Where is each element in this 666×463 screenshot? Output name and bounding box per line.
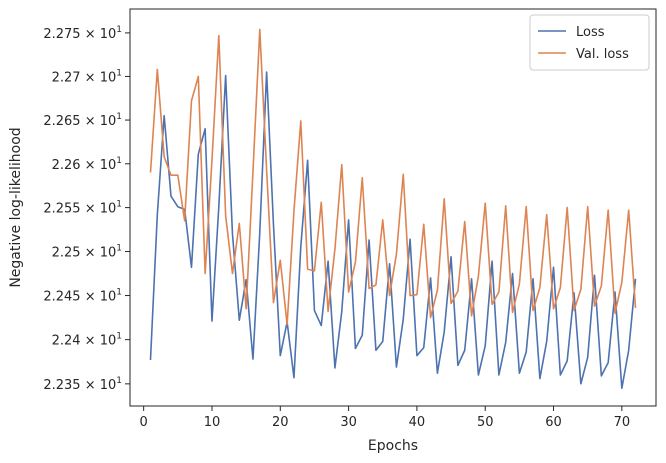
x-tick-label: 10 [204,415,221,430]
y-tick-label: 2.245 × 101 [43,288,122,305]
x-axis-label: Epochs [368,438,418,454]
y-tick-label: 2.26 × 101 [52,156,122,173]
y-axis-ticks: 2.235 × 101 2.24 × 101 2.245 × 101 2.25 × 1… [43,25,130,393]
y-tick-label: 2.235 × 101 [43,376,122,393]
x-axis-ticks: 0 10 20 30 40 50 60 70 [140,406,631,430]
series-layer [149,28,637,390]
y-tick-label: 2.275 × 101 [43,25,122,42]
x-tick-label: 40 [409,415,426,430]
y-tick-label: 2.24 × 101 [52,332,122,349]
y-tick-label: 2.27 × 101 [52,68,122,85]
series-line-val-loss [149,28,637,326]
y-axis-label: Negative log-likelihood [8,127,24,287]
y-tick-label: 2.255 × 101 [43,200,122,217]
series-line-loss [149,71,637,390]
legend: Loss Val. loss [529,14,650,71]
x-tick-label: 50 [477,415,494,430]
legend-label: Loss [576,25,605,40]
x-tick-label: 60 [545,415,562,430]
y-tick-label: 2.265 × 101 [43,112,122,129]
x-tick-label: 70 [614,415,631,430]
legend-label: Val. loss [576,47,629,62]
x-tick-label: 30 [340,415,357,430]
x-tick-label: 0 [140,415,148,430]
x-tick-label: 20 [272,415,289,430]
legend-box [529,14,650,71]
y-tick-label: 2.25 × 101 [52,244,122,261]
